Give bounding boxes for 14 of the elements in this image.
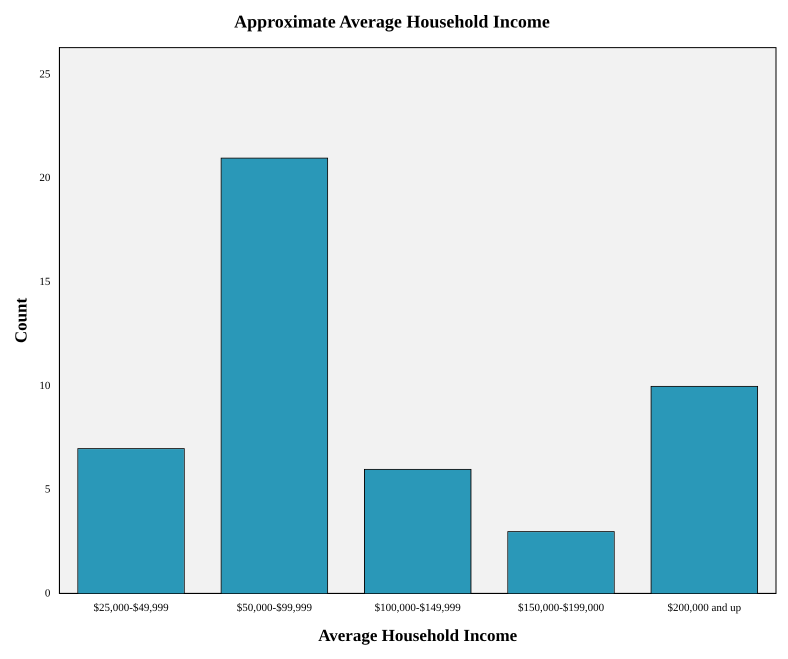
x-tick-label: $25,000-$49,999 xyxy=(93,602,170,614)
y-tick-label: 25 xyxy=(39,68,51,80)
y-tick-label: 0 xyxy=(44,587,51,600)
x-tick-label: $200,000 and up xyxy=(668,602,742,614)
y-tick-label: 10 xyxy=(39,380,51,392)
y-tick-label: 15 xyxy=(39,276,51,288)
x-tick-label: $100,000-$149,999 xyxy=(374,602,462,614)
x-axis-title: Average Household Income xyxy=(318,626,518,646)
y-tick-label: 20 xyxy=(39,172,51,184)
y-axis-title: Count xyxy=(12,297,31,344)
x-tick-label: $150,000-$199,000 xyxy=(518,602,605,614)
y-tick-label: 5 xyxy=(44,484,51,496)
x-tick-label: $50,000-$99,999 xyxy=(236,602,312,614)
chart-title: Approximate Average Household Income xyxy=(234,11,550,32)
